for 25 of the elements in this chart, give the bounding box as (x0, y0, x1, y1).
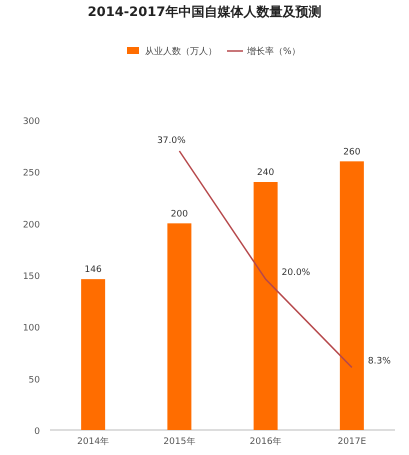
data-label: 20.0% (282, 268, 311, 278)
y-tick-label: 50 (28, 375, 40, 386)
y-tick-label: 250 (22, 168, 40, 179)
legend-label: 增长率（%） (246, 46, 301, 57)
bar (81, 279, 106, 430)
data-label: 8.3% (368, 356, 392, 366)
data-label: 240 (257, 168, 274, 178)
x-tick-label: 2015年 (163, 436, 196, 447)
legend-label: 从业人数（万人） (145, 46, 217, 57)
bar (167, 223, 192, 430)
data-label: 200 (170, 209, 188, 220)
x-tick-label: 2014年 (77, 436, 110, 447)
x-tick-label: 2016年 (250, 436, 282, 447)
data-label: 37.0% (157, 136, 186, 146)
y-tick-label: 150 (22, 272, 40, 282)
y-tick-label: 100 (22, 324, 40, 334)
chart-title: 2014-2017年中国自媒体人数量及预测 (88, 5, 322, 20)
bar (340, 161, 364, 430)
x-tick-label: 2017E (338, 437, 366, 447)
y-tick-label: 300 (22, 117, 40, 127)
y-tick-label: 200 (22, 220, 40, 230)
y-tick-label: 0 (34, 427, 40, 437)
data-label: 260 (343, 147, 361, 158)
bar (254, 182, 278, 430)
data-label: 146 (84, 265, 102, 276)
